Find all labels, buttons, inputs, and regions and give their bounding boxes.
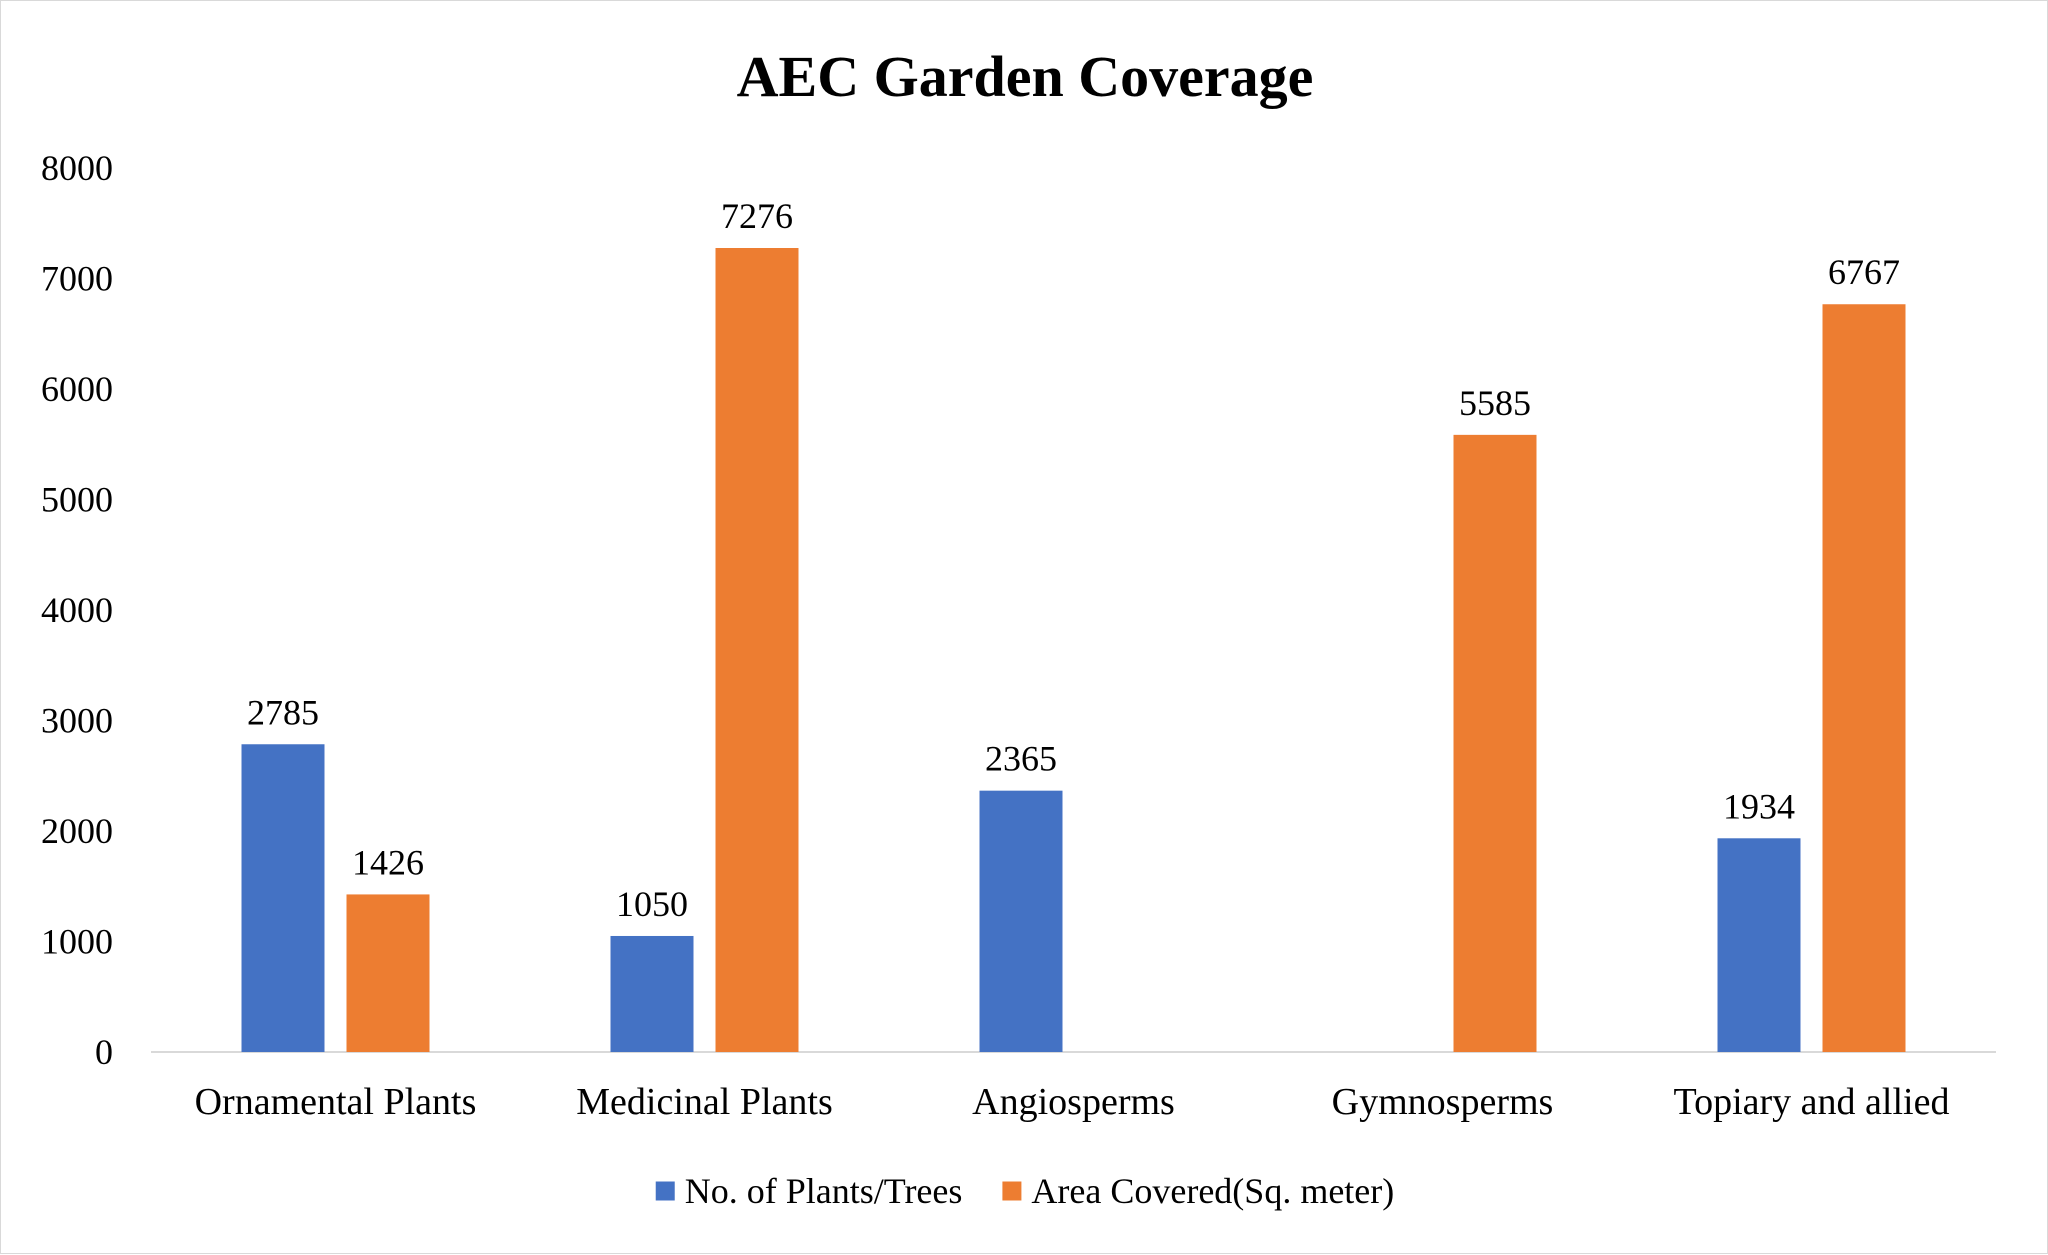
data-label: 1050 bbox=[616, 884, 688, 924]
category-label: Medicinal Plants bbox=[576, 1081, 832, 1123]
category-label: Gymnosperms bbox=[1332, 1081, 1554, 1123]
y-axis-ticks: 0 1000 2000 3000 4000 5000 6000 7000 8000 bbox=[41, 148, 113, 1072]
legend-swatch bbox=[1002, 1181, 1022, 1201]
bar-plants-trees bbox=[241, 744, 325, 1052]
bar-area-covered bbox=[346, 894, 430, 1052]
y-tick-label: 8000 bbox=[41, 148, 113, 188]
data-label: 6767 bbox=[1828, 252, 1900, 292]
data-label: 2365 bbox=[985, 739, 1057, 779]
y-tick-label: 5000 bbox=[41, 480, 113, 520]
y-tick-label: 1000 bbox=[41, 922, 113, 962]
y-tick-label: 6000 bbox=[41, 369, 113, 409]
category-label: Topiary and allied bbox=[1674, 1081, 1950, 1123]
bar-area-covered bbox=[1822, 304, 1906, 1053]
bar-plants-trees bbox=[1717, 838, 1801, 1052]
bar-area-covered bbox=[715, 248, 799, 1052]
category-labels: Ornamental Plants Medicinal Plants Angiosp… bbox=[195, 1081, 1950, 1123]
category-label: Angiosperms bbox=[972, 1081, 1175, 1123]
bar-area-covered bbox=[1453, 434, 1537, 1052]
data-labels: 2785 1426 1050 7276 2365 5585 1934 6767 bbox=[247, 196, 1900, 924]
data-label: 7276 bbox=[721, 196, 793, 236]
data-label: 1426 bbox=[352, 842, 424, 882]
y-tick-label: 7000 bbox=[41, 259, 113, 299]
bars bbox=[241, 248, 1906, 1053]
legend-label: No. of Plants/Trees bbox=[685, 1171, 963, 1211]
legend-swatch bbox=[655, 1181, 675, 1201]
category-label: Ornamental Plants bbox=[195, 1081, 477, 1123]
data-label: 2785 bbox=[247, 692, 319, 732]
data-label: 5585 bbox=[1459, 383, 1531, 423]
y-tick-label: 4000 bbox=[41, 590, 113, 630]
bar-plants-trees bbox=[610, 935, 694, 1052]
bar-plants-trees bbox=[979, 790, 1063, 1052]
y-tick-label: 0 bbox=[95, 1032, 113, 1072]
y-tick-label: 3000 bbox=[41, 701, 113, 741]
legend: No. of Plants/Trees Area Covered(Sq. mete… bbox=[655, 1171, 1394, 1211]
data-label: 1934 bbox=[1723, 786, 1795, 826]
legend-label: Area Covered(Sq. meter) bbox=[1031, 1171, 1394, 1211]
chart-title: AEC Garden Coverage bbox=[737, 44, 1314, 109]
y-tick-label: 2000 bbox=[41, 811, 113, 851]
